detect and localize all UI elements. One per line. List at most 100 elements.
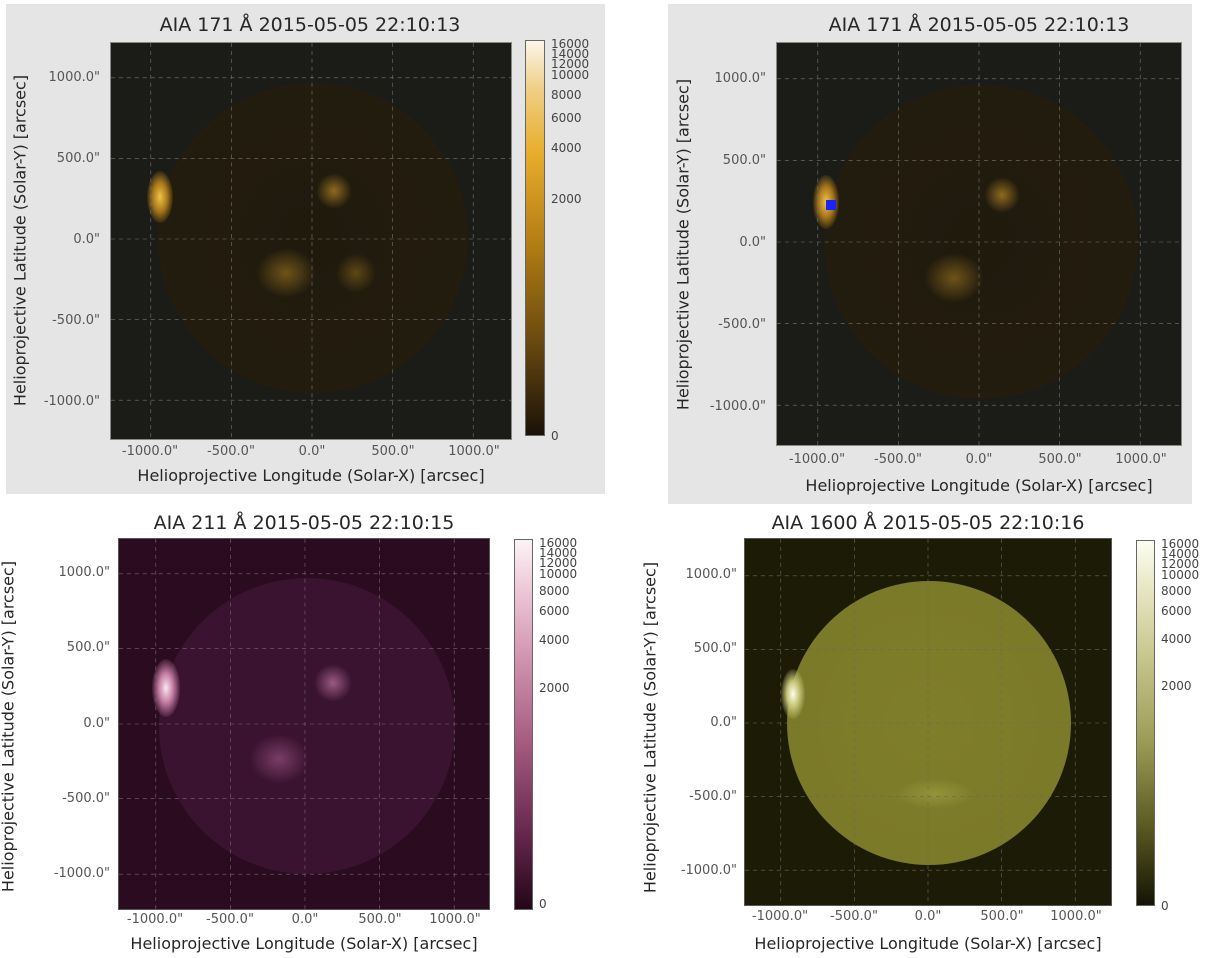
y-tick-label: -500.0" bbox=[689, 789, 737, 804]
colorbar-tick: 10000 bbox=[539, 567, 578, 581]
colorbar-tick: 8000 bbox=[1161, 584, 1192, 598]
x-tick-label: 500.0" bbox=[371, 444, 415, 459]
active-region bbox=[152, 659, 180, 717]
panel-aia1600: AIA 1600 Å 2015-05-05 22:10:16 1000.0" 5… bbox=[620, 508, 1210, 958]
selected-region-marker bbox=[826, 200, 836, 210]
colorbar-tick: 6000 bbox=[539, 604, 570, 618]
coordinate-grid bbox=[119, 539, 489, 909]
solar-image bbox=[744, 538, 1112, 906]
x-tick-label: -500.0" bbox=[874, 452, 922, 467]
x-axis-label: Helioprojective Longitude (Solar-X) [arc… bbox=[754, 934, 1102, 953]
y-tick-label: 1000.0" bbox=[58, 565, 110, 580]
colorbar-tick: 4000 bbox=[1161, 632, 1192, 646]
panel-title: AIA 1600 Å 2015-05-05 22:10:16 bbox=[771, 512, 1085, 534]
x-tick-label: -1000.0" bbox=[751, 909, 809, 924]
x-tick-label: 0.0" bbox=[291, 912, 319, 927]
colorbar-tick: 14000 bbox=[551, 47, 590, 61]
colorbar-tick: 6000 bbox=[1161, 604, 1192, 618]
y-tick-label: 0.0" bbox=[739, 235, 766, 250]
active-region bbox=[249, 734, 309, 784]
colorbar-tick: 2000 bbox=[1161, 679, 1192, 693]
y-tick-label: 1000.0" bbox=[48, 70, 100, 85]
solar-disk bbox=[158, 83, 468, 393]
y-tick-label: 500.0" bbox=[722, 153, 766, 168]
y-axis-label: Helioprojective Latitude (Solar-Y) [arcs… bbox=[0, 560, 18, 893]
active-region bbox=[895, 779, 975, 809]
panel-title: AIA 171 Å 2015-05-05 22:10:13 bbox=[828, 14, 1130, 36]
colorbar-tick: 14000 bbox=[539, 546, 578, 560]
x-tick-label: -500.0" bbox=[206, 912, 254, 927]
x-tick-label: -500.0" bbox=[830, 909, 878, 924]
coordinate-grid bbox=[777, 43, 1181, 445]
y-tick-label: 500.0" bbox=[66, 640, 110, 655]
active-region bbox=[256, 248, 316, 298]
active-region bbox=[316, 173, 352, 209]
coordinate-grid bbox=[111, 43, 511, 439]
colorbar-tick: 14000 bbox=[1161, 547, 1200, 561]
x-tick-label: -500.0" bbox=[207, 444, 255, 459]
colorbar-tick: 0 bbox=[539, 897, 547, 911]
colorbar-tick: 12000 bbox=[539, 556, 578, 570]
colorbar-tick: 6000 bbox=[551, 111, 582, 125]
y-tick-label: 0.0" bbox=[83, 716, 110, 731]
x-tick-label: 500.0" bbox=[358, 912, 402, 927]
y-tick-label: 500.0" bbox=[693, 641, 737, 656]
colorbar-tick: 16000 bbox=[1161, 537, 1200, 551]
x-axis-label: Helioprojective Longitude (Solar-X) [arc… bbox=[137, 466, 485, 485]
coordinate-grid bbox=[745, 539, 1111, 905]
y-axis-label: Helioprojective Latitude (Solar-Y) [arcs… bbox=[673, 78, 693, 411]
x-tick-label: -1000.0" bbox=[788, 452, 846, 467]
solar-image bbox=[118, 538, 490, 910]
colorbar-tick: 2000 bbox=[551, 192, 582, 206]
x-tick-label: 0.0" bbox=[914, 909, 942, 924]
colorbar bbox=[1136, 540, 1155, 906]
colorbar bbox=[525, 40, 545, 436]
x-tick-label: 500.0" bbox=[1038, 452, 1082, 467]
colorbar-tick: 10000 bbox=[1161, 568, 1200, 582]
active-region bbox=[984, 177, 1020, 213]
x-tick-label: -1000.0" bbox=[126, 912, 184, 927]
panel-aia211: AIA 211 Å 2015-05-05 22:10:15 1000.0" 50… bbox=[0, 508, 600, 958]
colorbar-tick: 16000 bbox=[539, 536, 578, 550]
colorbar bbox=[514, 539, 533, 910]
colorbar-tick: 16000 bbox=[551, 37, 590, 51]
y-axis-label: Helioprojective Latitude (Solar-Y) [arcs… bbox=[10, 74, 30, 407]
x-tick-label: 0.0" bbox=[298, 444, 326, 459]
active-region bbox=[924, 253, 984, 303]
x-tick-label: 0.0" bbox=[965, 452, 993, 467]
solar-disk bbox=[159, 578, 455, 874]
y-tick-label: -500.0" bbox=[718, 317, 766, 332]
active-region bbox=[336, 253, 376, 293]
x-tick-label: -1000.0" bbox=[121, 444, 179, 459]
x-axis-label: Helioprojective Longitude (Solar-X) [arc… bbox=[805, 476, 1153, 495]
colorbar-tick: 0 bbox=[1161, 899, 1169, 913]
colorbar-tick: 4000 bbox=[551, 141, 582, 155]
y-tick-label: -500.0" bbox=[62, 791, 110, 806]
y-tick-label: 0.0" bbox=[73, 232, 100, 247]
colorbar-tick: 10000 bbox=[551, 68, 590, 82]
y-tick-label: -1000.0" bbox=[709, 399, 766, 414]
solar-image bbox=[776, 42, 1182, 446]
x-axis-label: Helioprojective Longitude (Solar-X) [arc… bbox=[130, 934, 478, 953]
y-tick-label: -1000.0" bbox=[680, 863, 737, 878]
y-tick-label: -500.0" bbox=[52, 313, 100, 328]
x-tick-label: 1000.0" bbox=[429, 912, 481, 927]
panel-title: AIA 211 Å 2015-05-05 22:10:15 bbox=[153, 512, 455, 534]
panel-aia171-left: AIA 171 Å 2015-05-05 22:10:13 1000.0" 50… bbox=[6, 4, 605, 494]
colorbar-tick: 8000 bbox=[551, 88, 582, 102]
colorbar-tick: 2000 bbox=[539, 681, 570, 695]
active-region bbox=[147, 171, 173, 223]
colorbar-tick: 4000 bbox=[539, 633, 570, 647]
active-region bbox=[781, 669, 805, 719]
y-tick-label: -1000.0" bbox=[43, 394, 100, 409]
colorbar-tick: 12000 bbox=[551, 57, 590, 71]
y-tick-label: 0.0" bbox=[710, 715, 737, 730]
panel-title: AIA 171 Å 2015-05-05 22:10:13 bbox=[159, 14, 461, 36]
colorbar-tick: 0 bbox=[551, 429, 559, 443]
y-tick-label: 500.0" bbox=[56, 151, 100, 166]
colorbar-tick: 8000 bbox=[539, 584, 570, 598]
y-tick-label: 1000.0" bbox=[714, 71, 766, 86]
y-tick-label: -1000.0" bbox=[53, 866, 110, 881]
panel-aia171-right: AIA 171 Å 2015-05-05 22:10:13 1000.0" 50… bbox=[668, 4, 1192, 504]
colorbar-tick: 12000 bbox=[1161, 557, 1200, 571]
